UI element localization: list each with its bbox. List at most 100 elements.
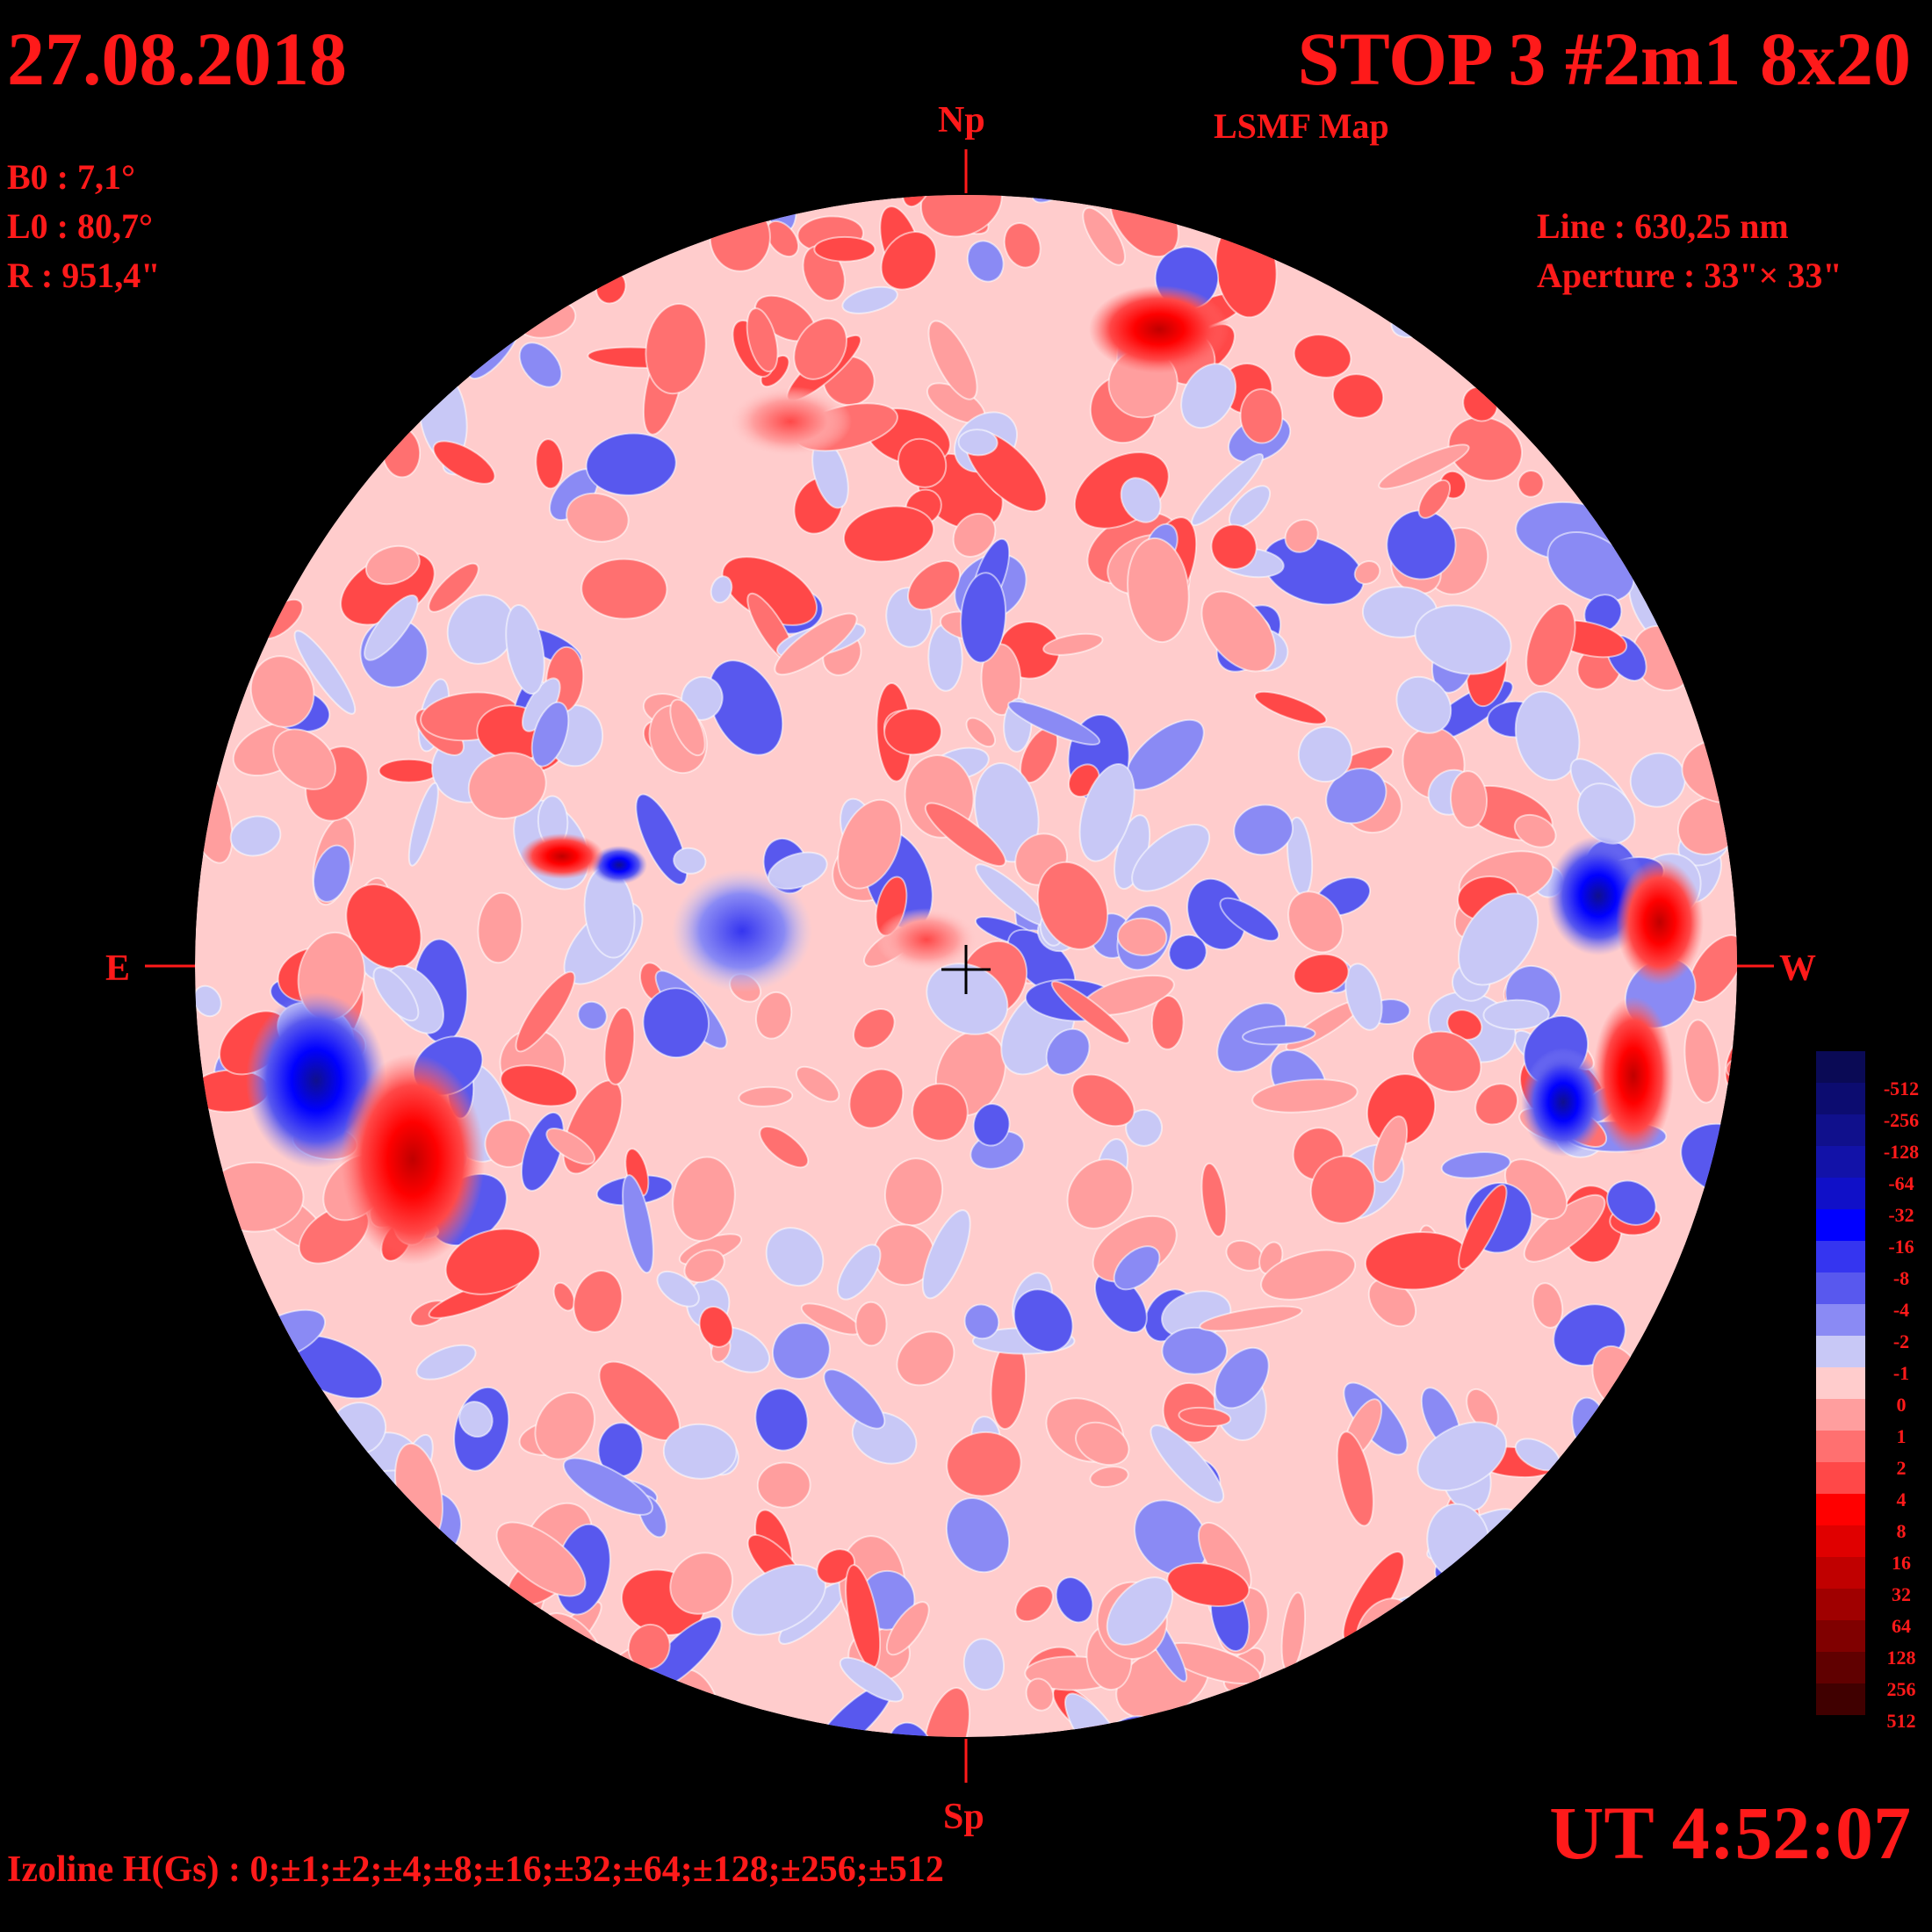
field-patch [1131,824,1211,892]
west-label: W [1779,948,1816,989]
field-patch [293,630,357,715]
field-patch [1414,604,1512,675]
field-patch [1546,530,1635,603]
strong-field-concentration [341,1054,485,1265]
legend-swatch [1816,1462,1865,1494]
field-patch [1260,1249,1357,1301]
field-patch [1284,518,1319,553]
field-patch [1127,537,1190,644]
field-patch [1219,897,1280,942]
field-patch [1106,1576,1174,1646]
strong-field-concentration [729,386,852,457]
field-patch [562,1457,653,1516]
field-patch [1014,1585,1054,1623]
field-patch [1474,1083,1518,1126]
legend-level-label: 1 [1896,1425,1907,1447]
field-patch [1178,1406,1232,1428]
field-patch [765,220,800,258]
field-patch [1309,1155,1376,1224]
field-patch [960,572,1007,664]
field-patch [952,512,997,558]
legend-swatch [1816,1525,1865,1557]
south-pole-label: Sp [943,1797,984,1837]
field-patch [709,202,771,272]
legend-level-label: 64 [1892,1615,1911,1637]
field-patch [372,966,420,1022]
field-patch [1411,1030,1482,1092]
aperture-info: Aperture : 33"× 33" [1537,256,1842,295]
field-patch [1071,1073,1135,1128]
legend-swatch [1816,1083,1865,1114]
field-patch [738,1085,794,1107]
field-patch [1075,1421,1130,1467]
legend-swatch [1816,1209,1865,1241]
field-patch [1482,998,1550,1031]
field-patch [535,438,565,490]
field-patch [1150,1424,1225,1503]
legend-level-label: -8 [1892,1267,1910,1289]
legend-level-label: -4 [1892,1299,1910,1321]
legend-swatch [1816,1051,1865,1083]
field-patch [912,1083,969,1142]
field-patch [645,303,707,395]
field-patch [573,1270,624,1333]
field-patch [842,505,935,563]
field-patch [1082,206,1126,266]
field-patch [771,1322,831,1381]
param-l0: L0 : 80,7° [7,206,153,246]
field-patch [1116,917,1168,956]
field-patch [1293,334,1352,378]
field-patch [1457,892,1539,986]
field-patch [1344,962,1383,1031]
field-patch [927,320,978,400]
field-patch [1514,690,1581,782]
north-pole-label: Np [938,100,985,141]
legend-level-label: 0 [1896,1394,1907,1416]
field-patch [1251,1078,1359,1114]
field-patch [1372,1115,1409,1184]
field-patch [1395,675,1453,734]
field-patch [1168,934,1208,971]
universal-time: UT 4:52:07 [1549,1791,1911,1875]
field-patch [1293,953,1350,994]
legend-swatch [1816,1431,1865,1462]
field-patch [1003,222,1042,269]
legend-level-label: -128 [1883,1141,1920,1163]
field-patch [854,1301,888,1347]
legend-swatch [1816,1399,1865,1431]
field-patch [754,1388,809,1452]
field-patch [428,562,479,613]
field-patch [313,844,351,903]
param-radius: R : 951,4" [7,256,161,295]
field-patch [972,1103,1011,1147]
field-patch [603,1006,636,1085]
field-patch [708,660,784,756]
legend-level-label: 32 [1892,1583,1911,1605]
strong-field-concentration [1593,997,1674,1155]
field-patch [1297,725,1353,783]
legend-swatch [1816,1652,1865,1683]
field-patch [515,970,576,1053]
field-patch [1417,1421,1508,1492]
field-patch [1113,1245,1161,1291]
field-patch [1458,1184,1508,1271]
field-patch [816,1548,855,1585]
legend-swatch [1816,1494,1865,1525]
field-patch [683,1249,725,1284]
field-patch [922,1687,970,1737]
field-patch [765,1227,825,1287]
map-type-label: LSMF Map [1214,106,1389,146]
field-patch [880,231,937,291]
field-patch [841,285,898,314]
field-patch [1031,195,1077,204]
legend-swatch [1816,1336,1865,1367]
field-patch [907,559,961,611]
field-patch [746,307,779,373]
field-patch [1007,700,1101,746]
field-patch [622,1174,654,1274]
field-patch [755,991,793,1040]
field-patch [793,317,847,380]
field-patch [962,1638,1006,1691]
field-patch [1199,1305,1303,1332]
